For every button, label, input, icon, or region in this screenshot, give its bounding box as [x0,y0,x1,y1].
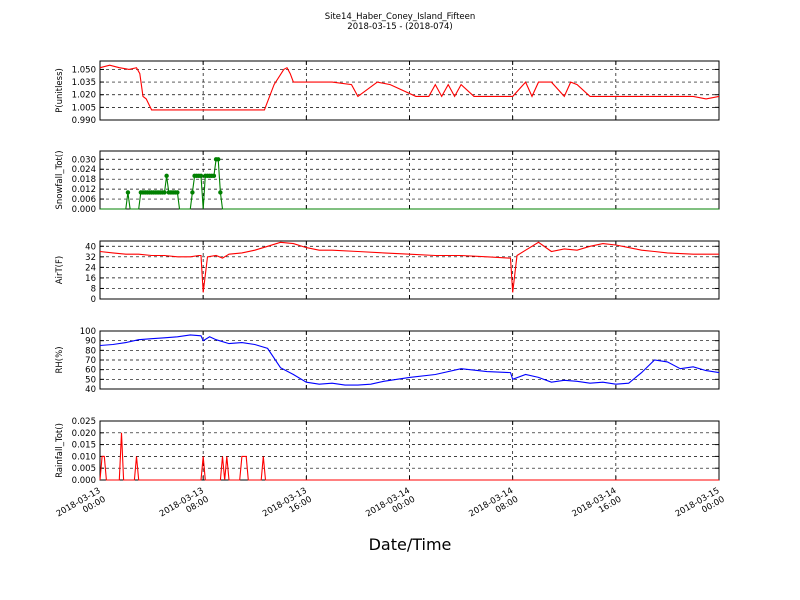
y-tick-label: 0.990 [72,116,96,126]
data-point [164,173,169,179]
x-axis-label: Date/Time [369,535,452,554]
y-tick-label: 1.020 [72,91,96,101]
y-tick-label: 0.000 [72,476,96,486]
y-tick-label: 1.005 [72,103,96,113]
y-tick-label: 0 [91,295,96,305]
x-tick-label: 2018-03-1300:00 [55,486,108,528]
y-axis-label: Rainfall_Tot() [55,423,65,478]
y-tick-label: 1.050 [72,65,96,75]
y-tick-label: 0.010 [72,452,96,462]
data-point [162,190,167,195]
x-tick-label: 2018-03-1308:00 [158,486,211,528]
y-tick-label: 0.012 [72,185,96,195]
y-tick-label: 24 [85,263,96,273]
figure-subtitle: 2018-03-15 - (2018-074) [347,22,452,32]
y-tick-label: 0.006 [72,195,96,205]
y-tick-label: 50 [85,375,96,385]
y-tick-label: 32 [85,253,96,263]
data-point [198,173,204,179]
x-tick-label: 2018-03-1416:00 [571,486,624,528]
y-tick-label: 0.030 [72,155,96,165]
series-line [99,241,719,293]
figure-title: Site14_Haber_Coney_Island_Fifteen [325,12,476,22]
y-tick-label: 0.025 [72,417,96,427]
panel-1: 0.990 1.005 1.020 1.035 1.050 P(unitless) [55,60,720,126]
y-tick-label: 40 [85,385,96,395]
y-tick-label: 60 [85,366,96,376]
y-tick-label: 0.020 [72,429,96,439]
x-tick-label: 2018-03-1408:00 [467,486,520,528]
y-tick-label: 40 [85,242,96,252]
y-tick-label: 80 [85,346,96,356]
y-axis-label: P(unitless) [55,68,65,113]
data-point [218,190,223,195]
y-tick-label: 90 [85,337,96,347]
y-tick-label: 0.015 [72,441,96,451]
data-point [211,173,217,179]
y-tick-label: 70 [85,356,96,366]
x-tick-label: 2018-03-1400:00 [364,486,417,528]
y-tick-label: 1.035 [72,78,96,88]
y-tick-label: 16 [85,274,96,284]
data-point [216,157,221,162]
series-line [99,334,720,386]
x-tick-label: 2018-03-1316:00 [261,486,314,528]
y-axis-label: Snowfall_Tot() [55,150,65,209]
y-tick-label: 0.024 [72,165,96,175]
y-tick-label: 0.005 [72,464,96,474]
data-point [125,190,131,195]
y-tick-label: 8 [91,284,96,294]
series-line [99,64,720,111]
y-axis-label: RH(%) [55,346,65,373]
series-line [99,432,719,481]
y-tick-label: 100 [80,327,96,337]
data-point [175,190,180,195]
y-tick-label: 0.000 [72,205,96,215]
subplots: 0.990 1.005 1.020 1.035 1.050 P(unitless) 0.00… [55,60,727,528]
data-point [190,190,195,195]
x-tick-label: 2018-03-1500:00 [674,486,727,528]
y-axis-label: AirT(F) [55,256,65,284]
y-tick-label: 0.018 [72,175,96,185]
